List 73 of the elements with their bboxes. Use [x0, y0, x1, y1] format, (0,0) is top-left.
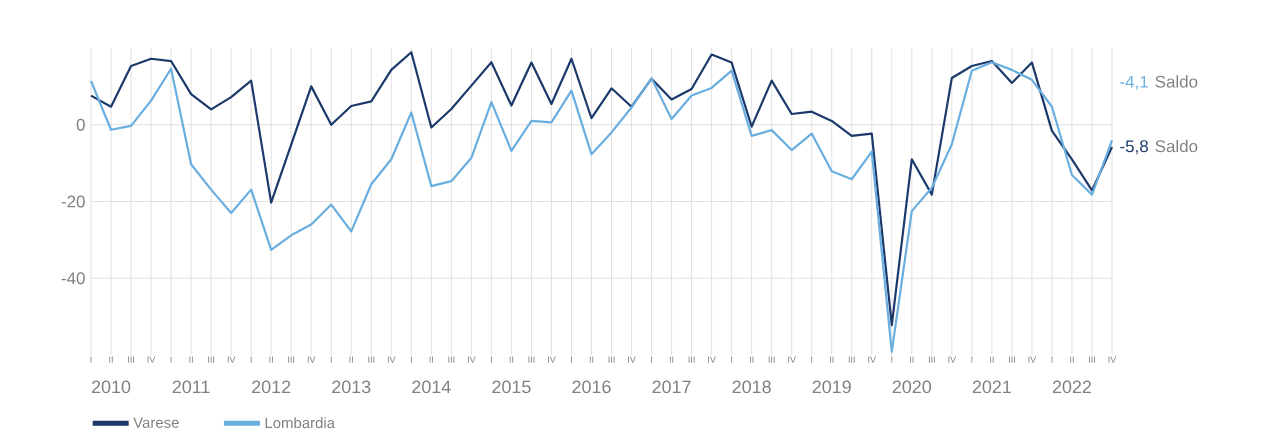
text: 2019 [812, 380, 851, 394]
text: 2022 [1052, 380, 1091, 394]
x-tick-label: II [910, 356, 914, 363]
x-tick-label: III [608, 356, 615, 363]
x-tick-label: I [1051, 356, 1053, 363]
x-tick-label: I [410, 356, 412, 363]
x-tick-label: III [368, 356, 375, 363]
x-tick-label: IV [307, 356, 316, 363]
legend-label: Lombardia [265, 417, 336, 429]
x-tick-label: II [269, 356, 273, 363]
x-tick-label: II [589, 356, 594, 363]
x-tick-label: II [189, 356, 193, 363]
x-tick-label: III [848, 356, 855, 363]
x-tick-label: II [509, 356, 514, 363]
x-tick-label: IV [227, 356, 236, 363]
text: 2017 [652, 380, 691, 394]
text: 2014 [412, 380, 451, 394]
x-tick-label: I [490, 356, 492, 363]
text: 2010 [91, 380, 131, 394]
x-tick-label: I [571, 356, 572, 363]
y-tick-label: 0 [76, 118, 85, 131]
x-tick-label: I [170, 356, 172, 363]
x-tick-label: IV [147, 356, 156, 363]
x-tick-label: IV [868, 356, 876, 363]
y-tick-label: -20 [61, 195, 85, 208]
text: 2013 [332, 380, 371, 394]
x-tick-label: II [669, 356, 674, 363]
x-tick-label: I [811, 356, 813, 363]
x-tick-label: IV [628, 356, 636, 363]
x-tick-label: III [768, 356, 775, 363]
text: 2012 [252, 380, 291, 394]
x-tick-label: II [749, 356, 754, 363]
x-tick-label: II [109, 356, 113, 363]
x-tick-label: II [990, 356, 994, 363]
text: 2020 [892, 380, 932, 394]
x-tick-label: I [330, 356, 332, 363]
x-tick-label: II [1070, 356, 1074, 363]
x-tick-label: I [731, 356, 733, 363]
x-tick-label: IV [948, 356, 957, 363]
x-tick-label: IV [467, 356, 476, 363]
x-tick-label: III [528, 356, 535, 363]
y-tick-label: -40 [61, 272, 85, 285]
text: 2015 [492, 380, 531, 394]
text: Saldo [1155, 139, 1198, 153]
x-tick-label: I [651, 356, 652, 363]
x-tick-label: II [429, 356, 434, 363]
x-tick-label: IV [1108, 356, 1117, 363]
x-tick-label: III [288, 356, 295, 363]
x-tick-label: I [891, 356, 893, 363]
x-tick-label: III [1008, 356, 1015, 363]
x-tick-label: I [250, 356, 252, 363]
x-tick-label: IV [708, 356, 716, 363]
text: 2018 [732, 380, 771, 394]
text: 2011 [172, 380, 210, 394]
x-tick-label: IV [788, 356, 796, 363]
x-tick-label: III [688, 356, 695, 363]
x-tick-label: III [928, 356, 935, 363]
text: 2016 [572, 380, 611, 394]
data-label: -5,8 [1120, 140, 1148, 155]
data-label: -4,1 [1120, 75, 1148, 90]
x-tick-label: II [349, 356, 353, 363]
x-tick-label: III [128, 356, 134, 363]
legend-label: Varese [133, 417, 179, 428]
x-tick-label: II [830, 356, 834, 363]
x-tick-label: III [208, 356, 215, 363]
x-tick-label: IV [1028, 356, 1037, 363]
text: 2021 [972, 380, 1011, 394]
x-tick-label: III [448, 356, 455, 363]
text: Saldo [1155, 75, 1198, 88]
x-tick-label: IV [387, 356, 396, 363]
x-tick-label: I [971, 356, 973, 363]
x-tick-label: III [1089, 356, 1095, 363]
x-tick-label: IV [548, 356, 556, 363]
